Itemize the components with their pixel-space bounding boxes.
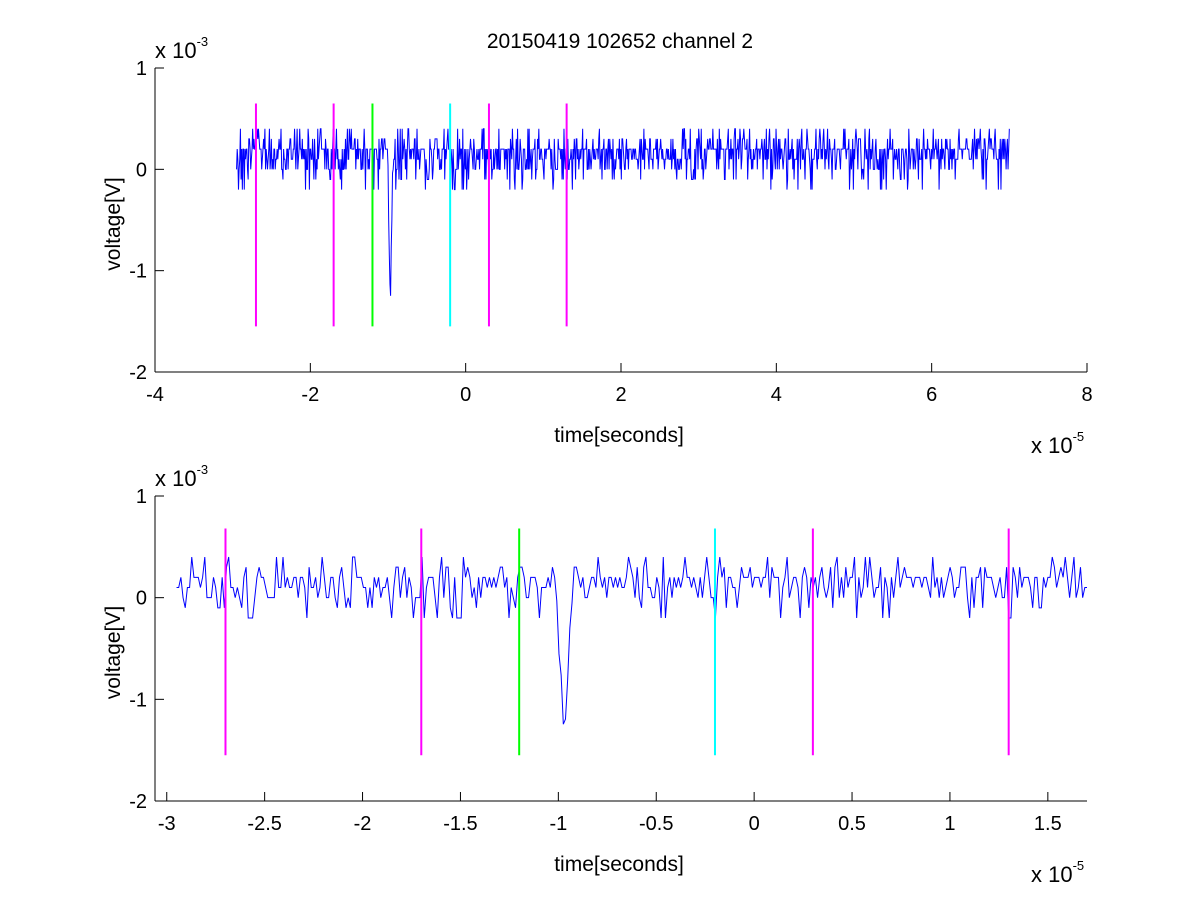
top-x-axis-label: time[seconds] [554,424,684,447]
top-x-exponent: x 10-5 [1031,429,1084,458]
bottom-x-tick-label: -1 [549,813,567,835]
top-x-tick-label: 0 [460,384,471,406]
top-voltage-trace [236,128,1010,296]
bottom-x-tick-label: -2 [354,813,372,835]
bottom-y-exponent: x 10-3 [155,462,208,491]
top-y-tick-label: 0 [136,159,147,181]
bottom-y-tick-label: 0 [136,588,147,610]
bottom-x-tick-label: 0 [749,813,760,835]
top-y-tick-label: -2 [129,362,147,384]
bottom-x-tick-label: 1 [944,813,955,835]
bottom-x-axis-label: time[seconds] [554,853,684,876]
bottom-x-tick-label: -1.5 [443,813,477,835]
top-y-tick-label: -1 [129,261,147,283]
top-x-tick-label: -4 [146,384,164,406]
bottom-y-tick-label: -1 [129,689,147,711]
bottom-x-exponent: x 10-5 [1031,858,1084,887]
bottom-x-tick-label: -2.5 [247,813,281,835]
bottom-x-tick-label: 0.5 [838,813,866,835]
top-x-tick-label: -2 [301,384,319,406]
bottom-x-tick-label: -3 [158,813,176,835]
top-y-exponent: x 10-3 [155,34,208,63]
bottom-y-tick-label: -2 [129,791,147,813]
top-x-tick-label: 8 [1081,384,1092,406]
top-y-axis-label: voltage[V] [102,177,125,270]
bottom-y-tick-label: 1 [136,486,147,508]
chart-title: 20150419 102652 channel 2 [487,30,753,53]
bottom-x-tick-label: 1.5 [1034,813,1062,835]
bottom-x-tick-label: -0.5 [639,813,673,835]
top-x-tick-label: 6 [926,384,937,406]
top-x-tick-label: 4 [771,384,782,406]
bottom-y-axis-label: voltage[V] [102,606,125,699]
bottom-plot-axes: -3 -2.5 -2 -1.5 -1 -0.5 0 0.5 1 1.5 -2 -1 0 1 x 10-3 x … [102,462,1087,887]
top-y-tick-label: 1 [136,58,147,80]
bottom-voltage-trace [176,556,1087,725]
top-x-tick-label: 2 [615,384,626,406]
